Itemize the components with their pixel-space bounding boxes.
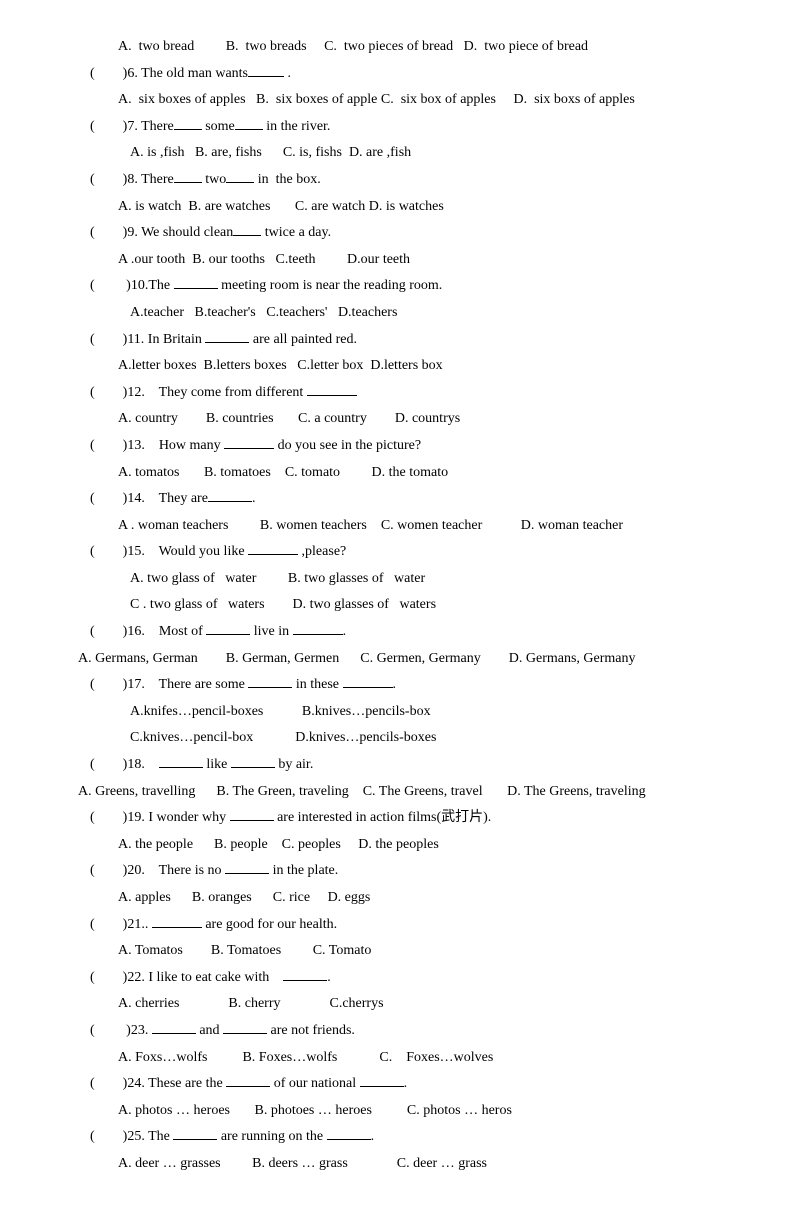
q21-options: A. Tomatos B. Tomatoes C. Tomato [50,938,770,965]
q25-stem: ( )25. The are running on the . [50,1124,770,1151]
q24-options: A. photos … heroes B. photoes … heroes C… [50,1098,770,1125]
q7-options: A. is ,fish B. are, fishs C. is, fishs D… [50,140,770,167]
q12-stem: ( )12. They come from different [50,380,770,407]
q8-stem: ( )8. There two in the box. [50,167,770,194]
q7-stem: ( )7. There some in the river. [50,114,770,141]
q17-options-1: A.knifes…pencil-boxes B.knives…pencils-b… [50,699,770,726]
q9-stem: ( )9. We should clean twice a day. [50,220,770,247]
q14-stem: ( )14. They are. [50,486,770,513]
q10-options: A.teacher B.teacher's C.teachers' D.teac… [50,300,770,327]
q16-options: A. Germans, German B. German, Germen C. … [50,646,770,673]
q13-options: A. tomatos B. tomatoes C. tomato D. the … [50,460,770,487]
q20-options: A. apples B. oranges C. rice D. eggs [50,885,770,912]
q20-stem: ( )20. There is no in the plate. [50,858,770,885]
q17-stem: ( )17. There are some in these . [50,672,770,699]
q9-options: A .our tooth B. our tooths C.teeth D.our… [50,247,770,274]
q8-options: A. is watch B. are watches C. are watch … [50,194,770,221]
q10-stem: ( )10.The meeting room is near the readi… [50,273,770,300]
q13-stem: ( )13. How many do you see in the pictur… [50,433,770,460]
q6-stem: ( )6. The old man wants . [50,61,770,88]
q14-options: A . woman teachers B. women teachers C. … [50,513,770,540]
q15-stem: ( )15. Would you like ,please? [50,539,770,566]
q16-stem: ( )16. Most of live in . [50,619,770,646]
q15-options-2: C . two glass of waters D. two glasses o… [50,592,770,619]
q25-options: A. deer … grasses B. deers … grass C. de… [50,1151,770,1178]
q15-options-1: A. two glass of water B. two glasses of … [50,566,770,593]
q11-stem: ( )11. In Britain are all painted red. [50,327,770,354]
q24-stem: ( )24. These are the of our national . [50,1071,770,1098]
q23-options: A. Foxs…wolfs B. Foxes…wolfs C. Foxes…wo… [50,1045,770,1072]
q21-stem: ( )21.. are good for our health. [50,912,770,939]
q17-options-2: C.knives…pencil-box D.knives…pencils-box… [50,725,770,752]
q18-options: A. Greens, travelling B. The Green, trav… [50,779,770,806]
q22-options: A. cherries B. cherry C.cherrys [50,991,770,1018]
q19-stem: ( )19. I wonder why are interested in ac… [50,805,770,832]
q5-options: A. two bread B. two breads C. two pieces… [50,34,770,61]
q19-options: A. the people B. people C. peoples D. th… [50,832,770,859]
q18-stem: ( )18. like by air. [50,752,770,779]
q11-options: A.letter boxes B.letters boxes C.letter … [50,353,770,380]
q6-options: A. six boxes of apples B. six boxes of a… [50,87,770,114]
q22-stem: ( )22. I like to eat cake with . [50,965,770,992]
q23-stem: ( )23. and are not friends. [50,1018,770,1045]
q12-options: A. country B. countries C. a country D. … [50,406,770,433]
